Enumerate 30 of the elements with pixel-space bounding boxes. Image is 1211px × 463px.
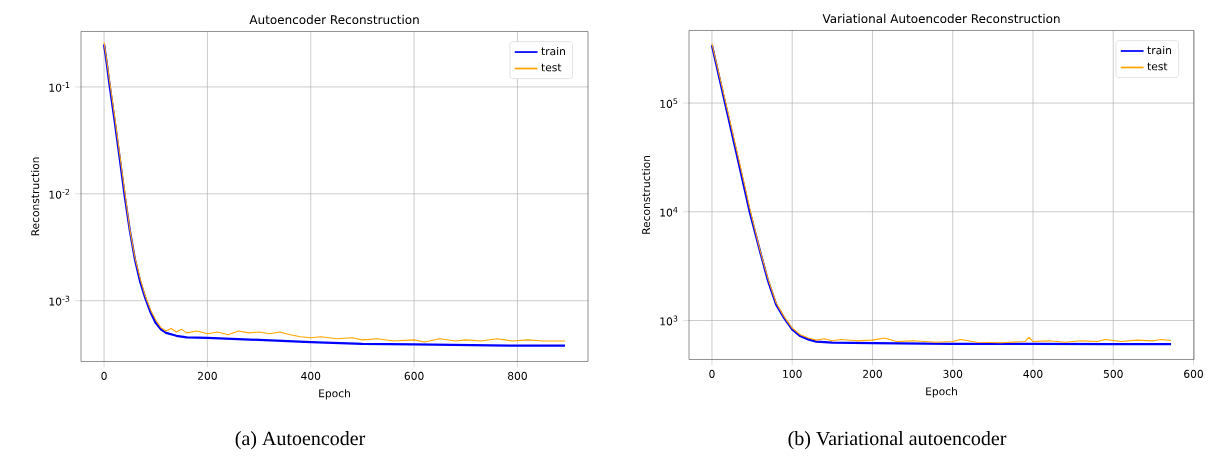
x-tick-label: 600 <box>404 371 424 380</box>
x-tick-label: 300 <box>943 369 963 378</box>
y-tick-label: 10$^{5}$ <box>660 98 678 108</box>
x-tick-label: 0 <box>709 369 715 378</box>
y-axis-title: Reconstruction <box>31 157 40 236</box>
legend-label: test <box>1147 62 1168 71</box>
y-tick-label: 10$^{3}$ <box>660 315 678 326</box>
x-tick-label: 400 <box>301 371 321 380</box>
legend-label: train <box>1147 45 1172 55</box>
y-tick-label: 10$^{-1}$ <box>49 82 70 92</box>
x-tick-label: 400 <box>1023 369 1043 378</box>
x-tick-label: 0 <box>101 371 107 380</box>
text: (a) Autoencoder <box>235 431 366 450</box>
x-tick-label: 200 <box>197 371 217 380</box>
y-tick-label: 10$^{4}$ <box>660 206 678 217</box>
chart-title: Variational Autoencoder Reconstruction <box>822 13 1060 24</box>
x-tick-label: 100 <box>783 369 802 378</box>
x-axis-title: Epoch <box>319 389 350 400</box>
x-tick-label: 500 <box>1103 369 1123 378</box>
y-axis-title: Reconstruction <box>641 155 651 234</box>
x-axis-title: Epoch <box>926 387 957 398</box>
text: (b) Variational autoencoder <box>788 431 1007 450</box>
y-tick-label: 10$^{-2}$ <box>49 188 70 199</box>
legend-label: test <box>541 63 562 72</box>
x-tick-label: 600 <box>1184 369 1203 378</box>
x-tick-label: 200 <box>863 369 882 378</box>
legend-label: train <box>541 47 565 56</box>
y-tick-label: 10$^{-3}$ <box>49 295 70 306</box>
chart-title: Autoencoder Reconstruction <box>249 14 419 25</box>
x-tick-label: 800 <box>507 371 527 380</box>
